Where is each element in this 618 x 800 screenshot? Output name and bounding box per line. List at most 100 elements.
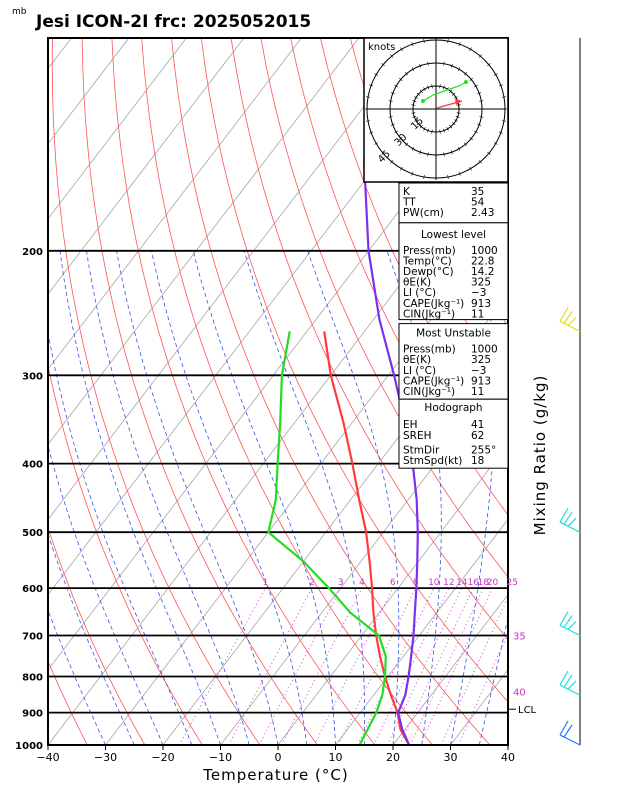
index-value: 325	[471, 277, 491, 289]
hodograph-tick	[390, 160, 394, 164]
hodograph-tick	[427, 61, 429, 66]
index-value: 62	[471, 430, 484, 442]
y-tick-label: 300	[22, 371, 43, 382]
hodograph-tick	[439, 129, 441, 134]
y-tick-label: 800	[22, 673, 43, 684]
dry-adiabat-line	[48, 363, 203, 745]
hodograph-tick	[419, 89, 423, 94]
hodograph-tick	[487, 63, 491, 67]
y-tick-label: 600	[22, 584, 43, 595]
index-label: Temp(°C)	[402, 255, 452, 267]
moist-adiabat-line	[450, 250, 496, 745]
index-section-title: Lowest level	[421, 229, 486, 241]
hodograph-tick	[381, 63, 385, 67]
hodograph-tick	[469, 166, 472, 171]
hodograph-tick	[479, 116, 484, 118]
dry-adiabat-line	[141, 38, 433, 745]
x-axis-label: Temperature (°C)	[202, 766, 348, 784]
hodograph-tick	[464, 72, 468, 76]
mixing-ratio-label: 2	[309, 578, 315, 588]
moist-adiabat-line	[151, 250, 308, 745]
mixing-ratio-label: 6	[390, 578, 396, 588]
lcl-marker: LCL	[508, 705, 537, 716]
index-label: LI (°C)	[403, 365, 436, 377]
hodograph-tick	[427, 128, 430, 133]
isotherm-line	[105, 218, 508, 745]
hodograph-tick	[469, 77, 473, 81]
hodograph-tick	[501, 96, 506, 98]
hodograph-tick	[423, 87, 426, 91]
hodograph-tick	[423, 174, 425, 179]
moist-adiabat-line	[478, 615, 508, 745]
hodograph-tick	[431, 84, 433, 89]
index-value: 325	[471, 354, 491, 366]
hodograph-tick	[469, 137, 473, 141]
index-value: 913	[471, 375, 491, 387]
hodograph-tick	[449, 89, 453, 94]
dry-adiabat-line	[589, 38, 618, 760]
hodograph-tick	[400, 166, 403, 171]
hodograph-tick	[456, 104, 461, 106]
hodograph-tick	[478, 160, 482, 164]
x-tick-label: −20	[151, 751, 174, 764]
hodograph-tick	[450, 150, 453, 155]
index-section-title: Most Unstable	[416, 328, 491, 340]
hodograph-tick	[411, 67, 415, 72]
hodograph-tick	[388, 100, 393, 102]
hodograph-tick	[411, 42, 414, 47]
hodograph-tick	[479, 100, 484, 102]
hodograph-tick	[411, 112, 416, 114]
x-tick-label: 10	[329, 751, 343, 764]
hodograph-tick	[419, 150, 422, 155]
hodograph-tick	[412, 115, 417, 118]
mixing-ratio-label: 8	[413, 578, 419, 588]
wind-barb	[559, 670, 581, 696]
index-value: 54	[471, 197, 485, 209]
mixing-ratio-label: 16	[467, 578, 479, 588]
hodograph-tick	[450, 63, 453, 68]
storm-motion-arrowhead	[455, 99, 462, 105]
dry-adiabat-line	[171, 38, 491, 745]
index-label: CIN(Jkg⁻¹)	[403, 386, 455, 398]
hodograph-tick	[457, 67, 461, 72]
index-value: 22.8	[471, 255, 494, 267]
wind-barb	[559, 720, 581, 746]
index-value: −3	[471, 365, 486, 377]
lowest-level-box	[398, 222, 509, 321]
index-label: EH	[403, 419, 418, 431]
mixing-ratio-label: 18	[478, 578, 490, 588]
dry-adiabat-line	[559, 38, 618, 760]
mixing-ratio-line	[228, 587, 313, 745]
hodograph-tick	[399, 137, 403, 141]
hodograph-tick	[458, 171, 461, 176]
dry-adiabat-line	[48, 660, 88, 745]
dry-adiabat-line	[200, 38, 508, 703]
hodograph-tick	[411, 171, 414, 176]
hodograph-tick	[473, 130, 478, 134]
moist-adiabat-line	[243, 250, 365, 745]
index-value: 41	[471, 419, 484, 431]
mixing-ratio-label: 12	[443, 578, 454, 588]
hodograph-tick	[419, 124, 423, 129]
hodograph-tick	[411, 146, 415, 151]
mixing-ratio-line	[419, 588, 493, 745]
hodograph-tick	[477, 92, 482, 95]
hodograph-tick	[412, 100, 417, 103]
x-tick-label: 20	[386, 751, 400, 764]
dry-adiabat-line	[81, 38, 318, 745]
hodograph-tick	[449, 124, 453, 129]
hodograph-tick	[394, 84, 399, 88]
hodograph-tick	[390, 92, 395, 95]
pressure-unit-label: mb	[12, 7, 27, 17]
hodograph-tick	[454, 96, 458, 99]
isotherm-line	[48, 38, 130, 145]
wind-barb	[559, 611, 581, 637]
index-value: 18	[471, 455, 484, 467]
index-label: LI (°C)	[403, 287, 436, 299]
dry-adiabat-line	[260, 38, 508, 578]
hodograph-tick	[487, 151, 491, 155]
mixing-ratio-line	[409, 588, 484, 745]
mixing-ratio-label: 10	[428, 578, 440, 588]
index-section-title: Hodograph	[424, 402, 482, 414]
mixing-ratio-line	[440, 596, 508, 745]
